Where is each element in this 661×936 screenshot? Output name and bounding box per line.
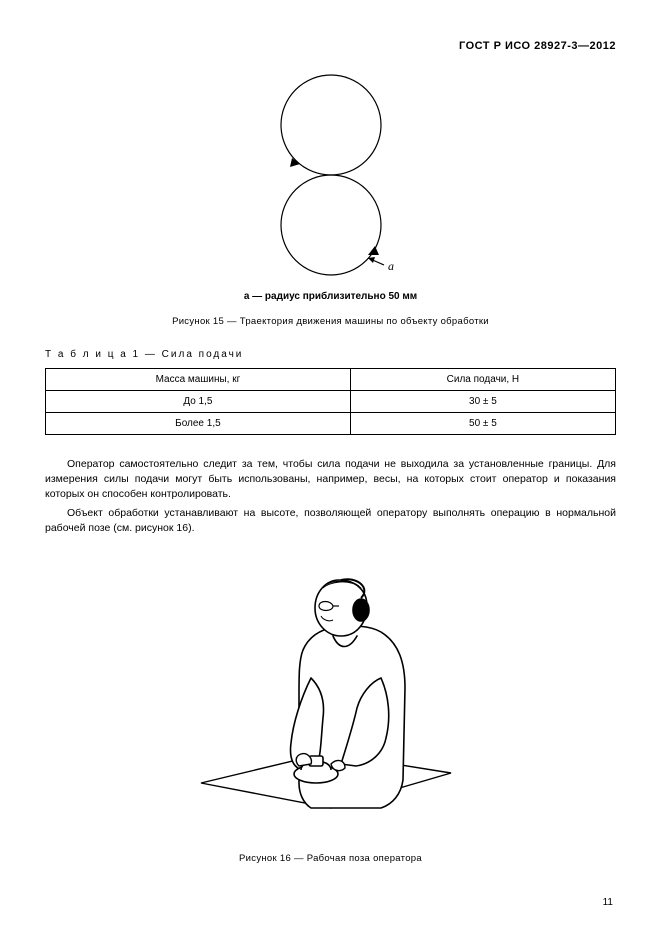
feed-force-table: Масса машины, кг Сила подачи, Н До 1,5 3… xyxy=(45,368,616,435)
radius-pointer xyxy=(368,257,384,265)
table-row: Более 1,5 50 ± 5 xyxy=(46,413,616,435)
page-number: 11 xyxy=(603,897,613,908)
figure-16-caption: Рисунок 16 — Рабочая поза оператора xyxy=(45,853,616,864)
paragraph-2: Объект обработки устанавливают на высоте… xyxy=(45,506,616,536)
figure-15-svg: a xyxy=(246,70,416,280)
cell-mass-0: До 1,5 xyxy=(46,391,351,413)
standard-code-header: ГОСТ Р ИСО 28927-3—2012 xyxy=(45,40,616,52)
figure-15: a xyxy=(45,70,616,285)
paragraph-1-text: Оператор самостоятельно следит за тем, ч… xyxy=(45,458,616,500)
table-1-title-rest: — Сила подачи xyxy=(140,349,243,360)
trajectory-arrow-bottom xyxy=(368,246,379,255)
figure-15-sublabel: a — радиус приблизительно 50 мм xyxy=(45,291,616,302)
col-force: Сила подачи, Н xyxy=(350,369,615,391)
cell-force-0: 30 ± 5 xyxy=(350,391,615,413)
figure-15-caption: Рисунок 15 — Траектория движения машины … xyxy=(45,316,616,327)
table-1-title-prefix: Т а б л и ц а 1 xyxy=(45,349,140,360)
cell-force-1: 50 ± 5 xyxy=(350,413,615,435)
table-header-row: Масса машины, кг Сила подачи, Н xyxy=(46,369,616,391)
figure-16-svg xyxy=(181,558,481,838)
figure-16 xyxy=(45,558,616,843)
cell-mass-1: Более 1,5 xyxy=(46,413,351,435)
paragraph-1: Оператор самостоятельно следит за тем, ч… xyxy=(45,457,616,503)
table-1-title: Т а б л и ц а 1 — Сила подачи xyxy=(45,349,616,360)
figure-15-letter: a xyxy=(388,259,394,273)
paragraph-2-text: Объект обработки устанавливают на высоте… xyxy=(45,507,616,534)
col-mass: Масса машины, кг xyxy=(46,369,351,391)
table-row: До 1,5 30 ± 5 xyxy=(46,391,616,413)
